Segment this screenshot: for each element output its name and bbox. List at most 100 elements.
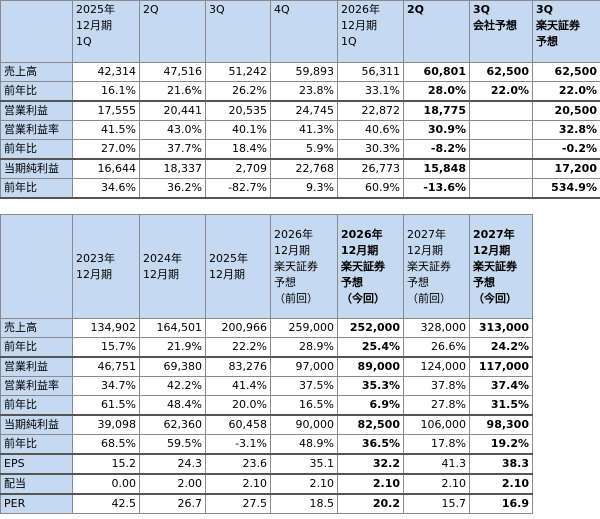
header-line: 2026年 [274, 228, 313, 241]
data-cell: 2.00 [139, 473, 206, 495]
data-row: 前年比 15.7% 21.9% 22.2% 28.9% 25.4% 26.6% 24.2% [0, 337, 533, 358]
data-cell: 90,000 [270, 414, 338, 435]
data-row: 売上高 134,902 164,501 200,966 259,000 252,000 32… [0, 318, 533, 338]
header-line: 12月期 [274, 244, 310, 257]
header-line: 12月期 [76, 268, 112, 281]
row-label: 営業利益率 [0, 376, 73, 396]
header-line: （前回） [407, 292, 451, 305]
data-cell: 2.10 [469, 473, 533, 495]
data-cell: 38.3 [469, 453, 533, 475]
row-label: 営業利益 [0, 100, 73, 121]
data-cell: 30.3% [337, 139, 404, 160]
data-cell: 2.10 [205, 473, 271, 495]
data-cell: 26.6% [403, 337, 470, 358]
data-cell: 69,380 [139, 356, 206, 377]
row-label: 売上高 [0, 62, 73, 82]
data-cell: 17.8% [403, 434, 470, 455]
data-row: 当期純利益 16,644 18,337 2,709 22,768 26,773 15,848… [0, 158, 600, 179]
data-row: 前年比 16.1% 21.6% 26.2% 23.8% 33.1% 28.0% 22.0% 22… [0, 81, 600, 102]
row-label: 営業利益 [0, 356, 73, 377]
data-cell [469, 120, 533, 140]
row-label: 前年比 [0, 337, 73, 358]
data-cell: 30.9% [403, 120, 470, 140]
header-cell: 2027年 12月期 楽天証券 予想 （前回） [403, 214, 470, 319]
quarterly-table: 2025年 12月期 1Q 2Q 3Q 4Q 2026年 12月期 1Q 2Q 3Q 会社予想 3Q 楽天… [0, 0, 600, 199]
header-line: 12月期 [76, 19, 112, 32]
data-cell: 18.5 [270, 493, 338, 514]
data-cell: 35.3% [337, 376, 404, 396]
data-cell: 37.8% [403, 376, 470, 396]
data-cell: 46,751 [72, 356, 140, 377]
header-line: 12月期 [407, 244, 443, 257]
data-cell: 20.2 [337, 493, 404, 514]
data-cell: 60,801 [403, 62, 470, 82]
header-line: （今回） [341, 292, 385, 305]
data-cell: 34.7% [72, 376, 140, 396]
row-label: 前年比 [0, 395, 73, 416]
data-cell: -0.2% [532, 139, 600, 160]
data-cell: 36.5% [337, 434, 404, 455]
data-cell: 43.0% [139, 120, 206, 140]
row-label: 前年比 [0, 178, 73, 199]
row-label: 当期純利益 [0, 158, 73, 179]
header-line: 予想 [536, 35, 558, 48]
header-line: 2Q [407, 3, 425, 16]
header-cell: 2Q [403, 0, 470, 63]
data-cell: 17,555 [72, 100, 140, 121]
data-cell: 534.9% [532, 178, 600, 199]
data-cell: 252,000 [337, 318, 404, 338]
row-label: 前年比 [0, 81, 73, 102]
data-cell: 48.4% [139, 395, 206, 416]
data-cell: 16,644 [72, 158, 140, 179]
data-cell: 59.5% [139, 434, 206, 455]
data-cell: 37.4% [469, 376, 533, 396]
data-cell: 134,902 [72, 318, 140, 338]
data-cell: 22.2% [205, 337, 271, 358]
row-label: 前年比 [0, 139, 73, 160]
data-cell: 60.9% [337, 178, 404, 199]
header-cell: 3Q 楽天証券 予想 [532, 0, 600, 63]
header-line: 3Q [536, 3, 554, 16]
data-cell: 2.10 [270, 473, 338, 495]
data-cell: 32.2 [337, 453, 404, 475]
data-row: EPS 15.2 24.3 23.6 35.1 32.2 41.3 38.3 [0, 453, 533, 475]
data-row: 営業利益率 34.7% 42.2% 41.4% 37.5% 35.3% 37.8% 37.4% [0, 376, 533, 396]
data-row: 営業利益 17,555 20,441 20,535 24,745 22,872 18,775… [0, 100, 600, 121]
header-line: 2026年 [341, 3, 380, 16]
data-cell: 27.8% [403, 395, 470, 416]
data-cell [469, 100, 533, 121]
data-cell: 24.2% [469, 337, 533, 358]
header-line: 2025年 [76, 3, 115, 16]
data-cell: 42,314 [72, 62, 140, 82]
header-line: 予想 [473, 276, 495, 289]
data-cell: 16.9 [469, 493, 533, 514]
data-cell: 6.9% [337, 395, 404, 416]
data-cell: 22.0% [469, 81, 533, 102]
data-cell: 328,000 [403, 318, 470, 338]
header-cell [0, 214, 73, 319]
header-cell: 3Q 会社予想 [469, 0, 533, 63]
data-cell: 18,775 [403, 100, 470, 121]
header-line: 12月期 [341, 19, 377, 32]
header-line: （前回） [274, 292, 318, 305]
data-cell: 2.10 [337, 473, 404, 495]
data-row: 前年比 27.0% 37.7% 18.4% 5.9% 30.3% -8.2% -0.2% [0, 139, 600, 160]
header-line: 12月期 [209, 268, 245, 281]
header-line: 予想 [341, 276, 363, 289]
data-cell: 48.9% [270, 434, 338, 455]
data-cell: -8.2% [403, 139, 470, 160]
header-row: 2025年 12月期 1Q 2Q 3Q 4Q 2026年 12月期 1Q 2Q 3Q 会社予想 3Q 楽天… [0, 0, 600, 63]
data-cell [469, 178, 533, 199]
data-cell: 18.4% [205, 139, 271, 160]
data-cell: 22,872 [337, 100, 404, 121]
data-cell: 21.9% [139, 337, 206, 358]
data-row: PER 42.5 26.7 27.5 18.5 20.2 15.7 16.9 [0, 493, 533, 514]
data-cell: 124,000 [403, 356, 470, 377]
data-cell: 62,360 [139, 414, 206, 435]
data-cell: 21.6% [139, 81, 206, 102]
header-line: 2024年 [143, 252, 182, 265]
row-label: 営業利益率 [0, 120, 73, 140]
header-line: 12月期 [473, 244, 511, 257]
header-line: 1Q [341, 35, 357, 48]
header-cell: 2024年 12月期 [139, 214, 206, 319]
